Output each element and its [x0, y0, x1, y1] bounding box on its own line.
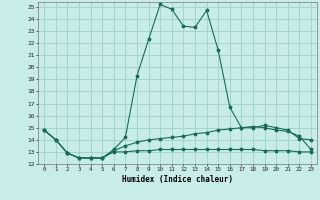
X-axis label: Humidex (Indice chaleur): Humidex (Indice chaleur) — [122, 175, 233, 184]
